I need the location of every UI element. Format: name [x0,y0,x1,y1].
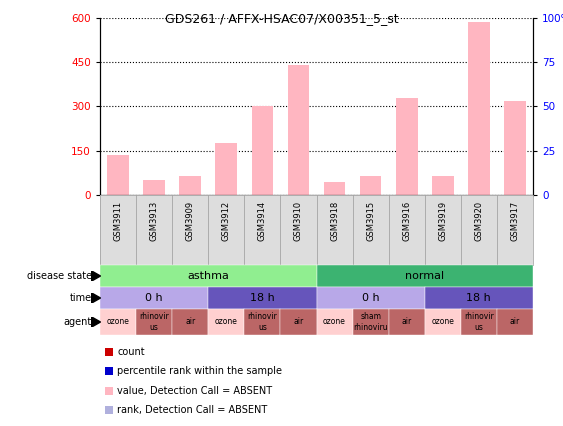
Text: GSM3919: GSM3919 [438,201,447,241]
Bar [252,106,273,195]
Text: ozone: ozone [215,317,238,326]
Polygon shape [92,293,101,303]
Text: GSM3915: GSM3915 [366,201,375,241]
Text: air: air [293,317,303,326]
Bar [216,144,237,195]
Text: rhinovir
us: rhinovir us [464,312,494,332]
Text: 18 h: 18 h [250,293,275,303]
Text: rhinovir
us: rhinovir us [139,312,169,332]
Bar [324,182,345,195]
Text: agent: agent [64,317,92,327]
Text: 0 h: 0 h [362,293,379,303]
Polygon shape [92,317,101,327]
Text: sham
rhinoviru: sham rhinoviru [354,312,388,332]
Text: ozone: ozone [323,317,346,326]
Text: air: air [401,317,412,326]
Text: GSM3917: GSM3917 [511,201,520,241]
Polygon shape [92,271,101,281]
Text: GSM3920: GSM3920 [475,201,484,241]
Text: time: time [70,293,92,303]
Text: normal: normal [405,271,444,281]
Text: value, Detection Call = ABSENT: value, Detection Call = ABSENT [117,386,272,396]
Text: GDS261 / AFFX-HSAC07/X00351_5_st: GDS261 / AFFX-HSAC07/X00351_5_st [165,12,398,25]
Text: percentile rank within the sample: percentile rank within the sample [117,366,282,376]
Bar [360,176,382,195]
Text: GSM3912: GSM3912 [222,201,231,241]
Text: GSM3913: GSM3913 [150,201,159,241]
Text: GSM3916: GSM3916 [402,201,411,241]
Text: 18 h: 18 h [467,293,491,303]
Text: air: air [185,317,195,326]
Text: GSM3911: GSM3911 [114,201,123,241]
Text: count: count [117,347,145,357]
Bar [180,176,201,195]
Bar [432,176,454,195]
Text: 0 h: 0 h [145,293,163,303]
Text: ozone: ozone [106,317,129,326]
Text: disease state: disease state [27,271,92,281]
Bar [144,180,165,195]
Bar [468,23,490,195]
Text: asthma: asthma [187,271,229,281]
Bar [288,65,309,195]
Text: rhinovir
us: rhinovir us [248,312,277,332]
Text: GSM3918: GSM3918 [330,201,339,241]
Text: ozone: ozone [431,317,454,326]
Bar [504,101,526,195]
Text: GSM3909: GSM3909 [186,201,195,241]
Bar [396,98,418,195]
Bar [107,155,129,195]
Text: GSM3910: GSM3910 [294,201,303,241]
Text: GSM3914: GSM3914 [258,201,267,241]
Text: air: air [510,317,520,326]
Text: rank, Detection Call = ABSENT: rank, Detection Call = ABSENT [117,405,267,415]
